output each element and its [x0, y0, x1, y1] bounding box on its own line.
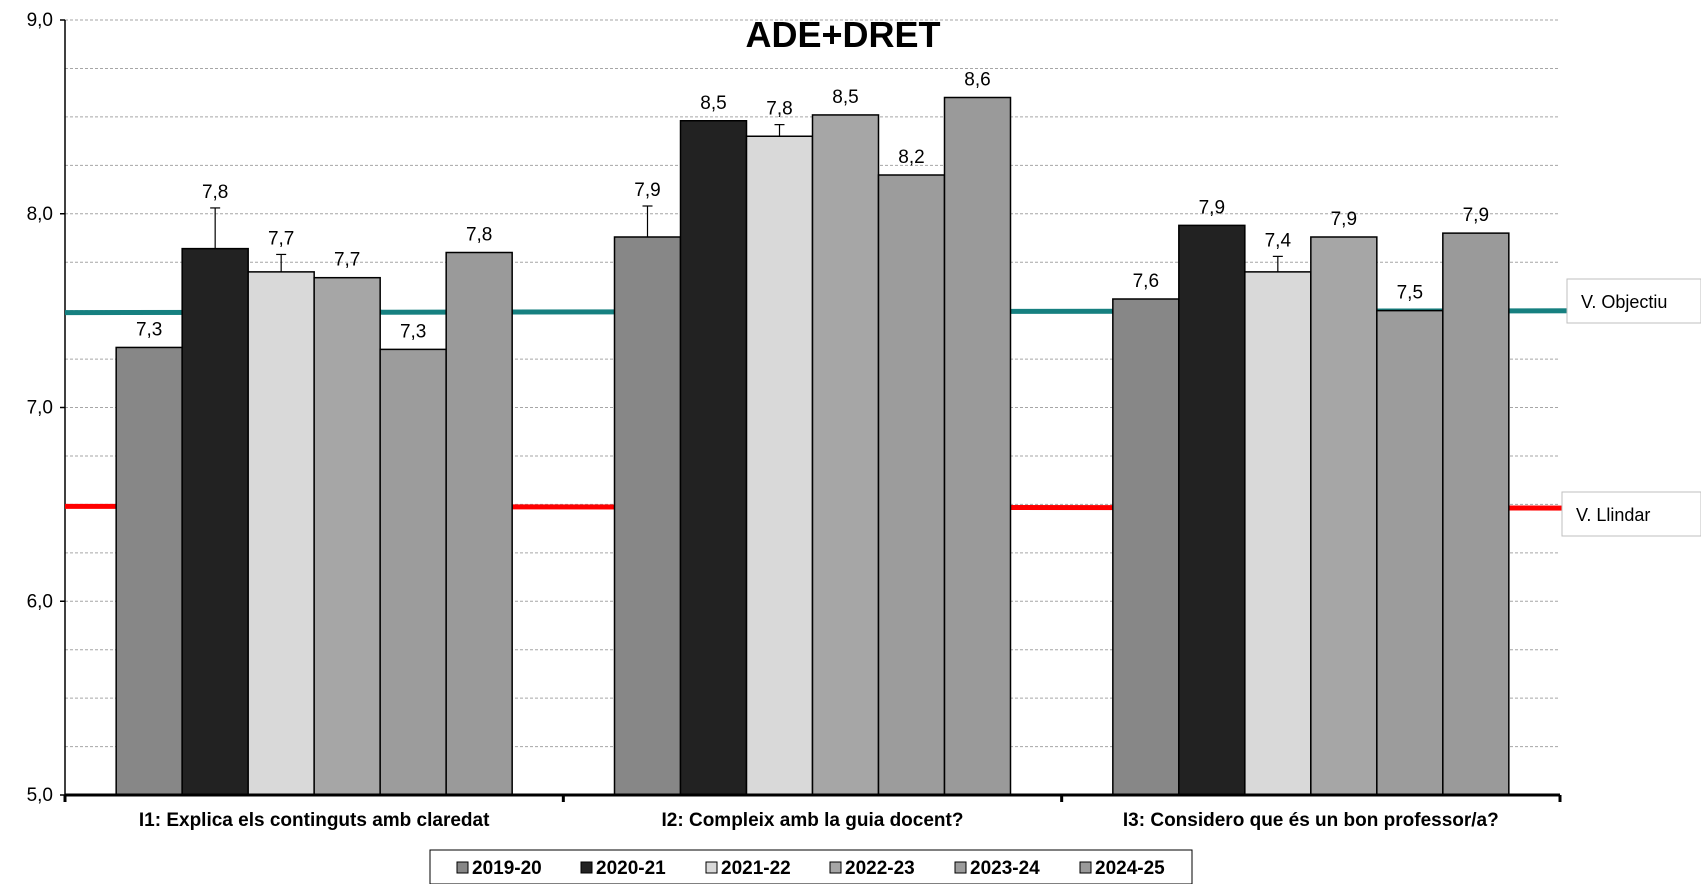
bar [943, 96, 1012, 796]
bar [1244, 271, 1312, 796]
bar [1112, 298, 1180, 796]
legend-swatch [954, 861, 967, 874]
bar [613, 236, 682, 796]
bar [181, 247, 249, 796]
y-tick-label: 7,0 [27, 398, 53, 419]
y-tick-label: 8,0 [27, 204, 53, 225]
bar [247, 271, 315, 796]
bar [445, 251, 513, 796]
y-tick-label: 5,0 [27, 785, 53, 806]
data-label: 7,7 [334, 250, 360, 271]
bar [745, 135, 814, 796]
legend-swatch [456, 861, 469, 874]
category-label: I1: Explica els continguts amb claredat [139, 810, 490, 831]
bar [811, 114, 880, 796]
data-label: 7,9 [1463, 205, 1489, 226]
legend-label: 2022-23 [845, 858, 915, 879]
data-label: 7,7 [268, 228, 294, 249]
data-label: 8,5 [700, 93, 726, 114]
data-label: 7,4 [1265, 230, 1292, 251]
chart-title: ADE+DRET [745, 14, 940, 55]
data-label: 7,3 [400, 321, 426, 342]
legend [429, 849, 1193, 885]
bar [1178, 224, 1246, 796]
reference-label: V. Objectiu [1581, 292, 1667, 312]
legend-swatch [829, 861, 842, 874]
y-tick-label: 6,0 [27, 591, 53, 612]
bar [115, 346, 183, 796]
legend-label: 2020-21 [596, 858, 666, 879]
data-label: 7,9 [1331, 209, 1357, 230]
data-label: 8,6 [964, 70, 990, 91]
data-label: 7,9 [634, 180, 660, 201]
legend-swatch [580, 861, 593, 874]
bar [1310, 236, 1378, 796]
bar [679, 120, 748, 796]
data-label: 7,8 [466, 225, 492, 246]
legend-swatch [1079, 861, 1092, 874]
data-label: 7,5 [1397, 283, 1423, 304]
data-label: 7,6 [1133, 271, 1159, 292]
legend-swatch [705, 861, 718, 874]
bar [1376, 309, 1444, 796]
reference-label-box [1561, 491, 1701, 537]
legend-label: 2019-20 [472, 858, 542, 879]
data-label: 7,3 [136, 319, 162, 340]
bar [1442, 232, 1510, 796]
bar [379, 348, 447, 796]
y-tick-label: 9,0 [27, 10, 53, 31]
data-label: 7,8 [202, 182, 228, 203]
legend-label: 2024-25 [1095, 858, 1165, 879]
reference-label-box [1566, 278, 1701, 324]
category-label: I3: Considero que és un bon professor/a? [1123, 810, 1499, 831]
bar [313, 276, 381, 796]
data-label: 7,8 [766, 99, 792, 120]
reference-label: V. Llindar [1576, 505, 1650, 525]
legend-label: 2021-22 [721, 858, 791, 879]
category-label: I2: Compleix amb la guia docent? [662, 810, 964, 831]
data-label: 7,9 [1199, 197, 1225, 218]
bar [877, 174, 946, 796]
legend-label: 2023-24 [970, 858, 1040, 879]
data-label: 8,2 [898, 147, 924, 168]
data-label: 8,5 [832, 87, 858, 108]
